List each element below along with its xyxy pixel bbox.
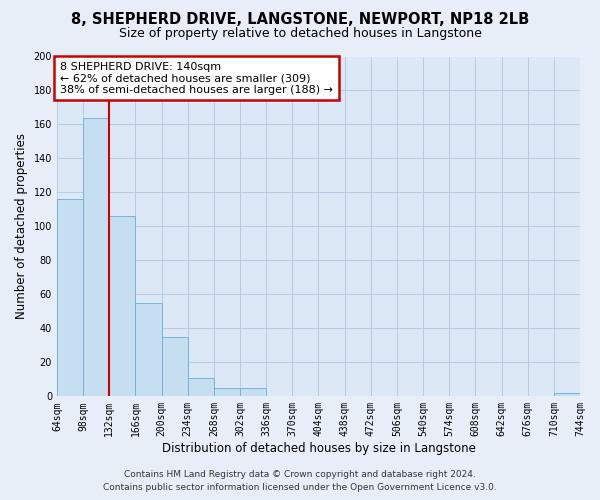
Bar: [214, 388, 240, 396]
Y-axis label: Number of detached properties: Number of detached properties: [15, 134, 28, 320]
Bar: [109, 216, 136, 396]
Bar: [83, 118, 109, 396]
Bar: [554, 393, 580, 396]
X-axis label: Distribution of detached houses by size in Langstone: Distribution of detached houses by size …: [161, 442, 475, 455]
Bar: [240, 388, 266, 396]
Bar: [188, 378, 214, 396]
Bar: [136, 303, 161, 396]
Text: Contains HM Land Registry data © Crown copyright and database right 2024.
Contai: Contains HM Land Registry data © Crown c…: [103, 470, 497, 492]
Text: 8, SHEPHERD DRIVE, LANGSTONE, NEWPORT, NP18 2LB: 8, SHEPHERD DRIVE, LANGSTONE, NEWPORT, N…: [71, 12, 529, 28]
Bar: [161, 337, 188, 396]
Text: 8 SHEPHERD DRIVE: 140sqm
← 62% of detached houses are smaller (309)
38% of semi-: 8 SHEPHERD DRIVE: 140sqm ← 62% of detach…: [60, 62, 333, 95]
Text: Size of property relative to detached houses in Langstone: Size of property relative to detached ho…: [119, 28, 481, 40]
Bar: [57, 199, 83, 396]
